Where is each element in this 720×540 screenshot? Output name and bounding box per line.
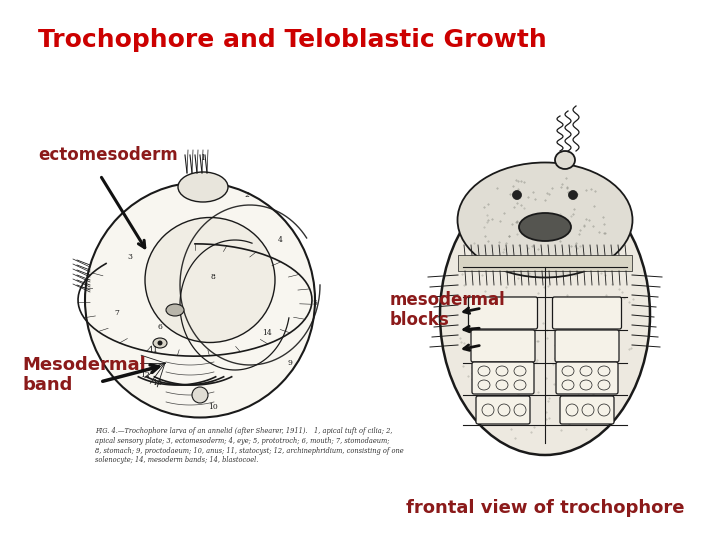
Ellipse shape — [519, 213, 571, 241]
Text: FIG. 4.—Trochophore larva of an annelid (after Shearer, 1911).   1, apical tuft : FIG. 4.—Trochophore larva of an annelid … — [95, 427, 404, 464]
Bar — [458, 255, 632, 271]
Text: frontal view of trochophore: frontal view of trochophore — [406, 499, 684, 517]
Ellipse shape — [440, 175, 650, 455]
FancyBboxPatch shape — [471, 330, 535, 362]
FancyBboxPatch shape — [469, 297, 538, 329]
Text: 9: 9 — [287, 359, 292, 367]
FancyBboxPatch shape — [555, 330, 619, 362]
FancyBboxPatch shape — [560, 396, 614, 424]
Ellipse shape — [457, 163, 632, 278]
Text: Mesodermal
band: Mesodermal band — [22, 356, 145, 394]
Text: 10: 10 — [208, 403, 218, 411]
Text: 11: 11 — [148, 346, 158, 354]
FancyBboxPatch shape — [476, 396, 530, 424]
Text: 8: 8 — [210, 273, 215, 281]
FancyBboxPatch shape — [472, 362, 534, 394]
Text: 2: 2 — [245, 191, 249, 199]
Text: mesodermal
blocks: mesodermal blocks — [390, 291, 505, 329]
Text: ectomesoderm: ectomesoderm — [38, 146, 178, 164]
Circle shape — [569, 191, 577, 199]
Text: 13: 13 — [152, 379, 162, 387]
Circle shape — [192, 387, 208, 403]
Circle shape — [158, 341, 163, 346]
Text: 12: 12 — [140, 371, 150, 379]
Text: 6: 6 — [158, 323, 163, 331]
Ellipse shape — [555, 151, 575, 169]
Ellipse shape — [166, 304, 184, 316]
FancyBboxPatch shape — [556, 362, 618, 394]
Text: Trochophore and Teloblastic Growth: Trochophore and Teloblastic Growth — [38, 28, 546, 52]
Ellipse shape — [153, 338, 167, 348]
Text: 7: 7 — [114, 309, 120, 317]
Text: 1: 1 — [201, 154, 205, 162]
Ellipse shape — [178, 172, 228, 202]
Ellipse shape — [145, 218, 275, 342]
Text: 14: 14 — [262, 329, 272, 337]
Text: 3: 3 — [127, 253, 132, 261]
Text: 5: 5 — [312, 299, 318, 307]
FancyBboxPatch shape — [552, 297, 621, 329]
Ellipse shape — [85, 183, 315, 417]
Text: 4: 4 — [278, 236, 282, 244]
Circle shape — [513, 191, 521, 199]
